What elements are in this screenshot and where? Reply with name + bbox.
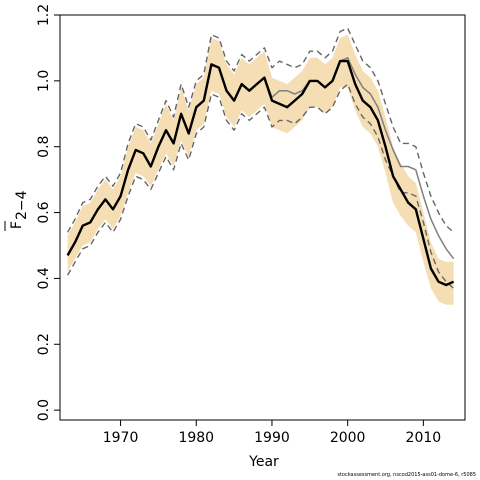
y-tick-label-0-2: 0.2 (36, 333, 52, 355)
y-tick-label-1-2: 1.2 (36, 4, 52, 26)
y-axis-title-sub: 2−4 (14, 190, 30, 220)
x-tick-label-2010: 2010 (406, 430, 442, 446)
svg-text:2−4: 2−4 (14, 190, 30, 220)
series-line-main (66, 59, 455, 287)
y-axis-title: F 2−4 (4, 190, 30, 231)
y-axis: 0.0 0.2 0.4 0.6 0.8 1.0 1.2 (36, 4, 60, 421)
footnote: stockassessment.org, nscod2015-ass01-dom… (337, 472, 476, 478)
series-line-lower-dashed (66, 83, 455, 289)
y-tick-label-0: 0.0 (36, 399, 52, 421)
y-tick-label-0-6: 0.6 (36, 201, 52, 223)
y-tick-label-1: 1.0 (36, 70, 52, 92)
confidence-band (67, 34, 454, 305)
x-tick-label-2000: 2000 (330, 430, 366, 446)
confidence-band-layer (67, 34, 454, 305)
x-tick-label-1970: 1970 (103, 430, 139, 446)
y-axis-title-main: F (9, 221, 25, 229)
x-axis-title: Year (248, 454, 279, 470)
plot-frame (59, 14, 466, 421)
y-tick-label-0-4: 0.4 (36, 267, 52, 289)
x-tick-label-1980: 1980 (178, 430, 214, 446)
series-lines-layer (66, 27, 455, 289)
y-tick-label-0-8: 0.8 (36, 136, 52, 158)
x-tick-label-1990: 1990 (254, 430, 290, 446)
x-axis: 1970 1980 1990 2000 2010 (103, 420, 441, 446)
svg-text:F: F (9, 221, 25, 229)
